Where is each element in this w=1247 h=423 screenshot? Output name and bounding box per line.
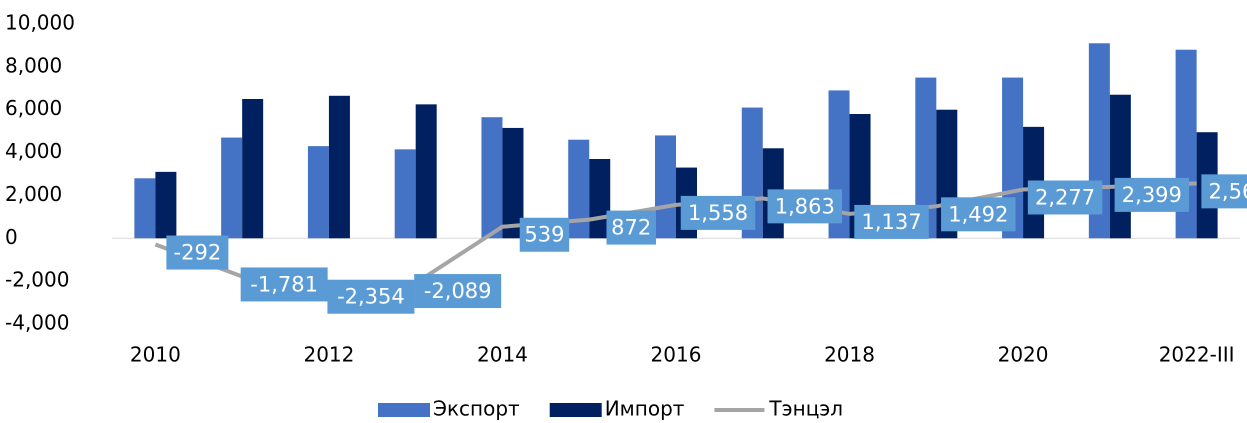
data-label: 2,563 [1209,179,1247,203]
x-tick-label: 2020 [998,343,1049,367]
y-tick-label: 0 [5,225,18,249]
data-label-box [519,217,570,252]
y-tick-label: -4,000 [5,311,69,335]
data-label-box [166,235,229,270]
bar [221,137,243,239]
data-label: 539 [524,223,564,247]
x-tick-label: 2012 [303,343,354,367]
legend-label: Тэнцэл [768,397,843,421]
data-label-box [327,279,415,314]
data-label-box [854,204,929,239]
y-tick-label: -2,000 [5,268,69,292]
data-label: -2,354 [337,285,405,309]
y-tick-label: 6,000 [5,96,62,120]
bar [328,95,350,239]
bar [481,117,503,239]
x-tick-label: 2010 [130,343,181,367]
data-label: 2,277 [1035,185,1095,209]
bar [915,77,937,239]
legend-symbol [378,403,430,417]
data-label-box [1201,174,1247,209]
data-label-box [240,267,328,302]
bar [242,99,264,239]
legend-label: Экспорт [433,397,520,421]
y-tick-label: 10,000 [5,11,75,35]
bar [502,127,524,239]
bar [1109,94,1131,239]
bar [415,104,437,239]
bar [307,146,329,239]
bar [568,139,590,239]
x-tick-label: 2014 [477,343,528,367]
bar [655,135,676,239]
data-label: 1,492 [948,202,1008,226]
data-label: 1,558 [688,201,748,225]
y-tick-label: 4,000 [5,139,62,163]
x-tick-label: 2018 [824,343,875,367]
bar [155,171,177,239]
data-label: -2,089 [424,279,492,303]
data-label-box [680,195,756,230]
legend-symbol [549,403,602,417]
data-label: -1,781 [250,272,318,296]
data-label-box [414,274,502,309]
y-tick-label: 8,000 [5,53,62,77]
legend-label: Импорт [605,397,685,421]
data-label: 1,137 [861,210,921,234]
data-label-box [767,189,843,224]
data-label: 2,399 [1122,183,1182,207]
x-tick-label: 2022-III [1159,343,1235,367]
x-tick-label: 2016 [651,343,702,367]
bar [394,149,416,239]
data-label-box [941,197,1016,232]
y-tick-label: 2,000 [5,182,62,206]
data-label-box [1027,180,1103,215]
data-label: 872 [611,216,651,240]
bar [134,178,156,239]
data-label-box [1114,177,1190,212]
data-label-box [606,210,656,245]
data-label: -292 [174,241,222,265]
data-label: 1,863 [775,194,835,218]
